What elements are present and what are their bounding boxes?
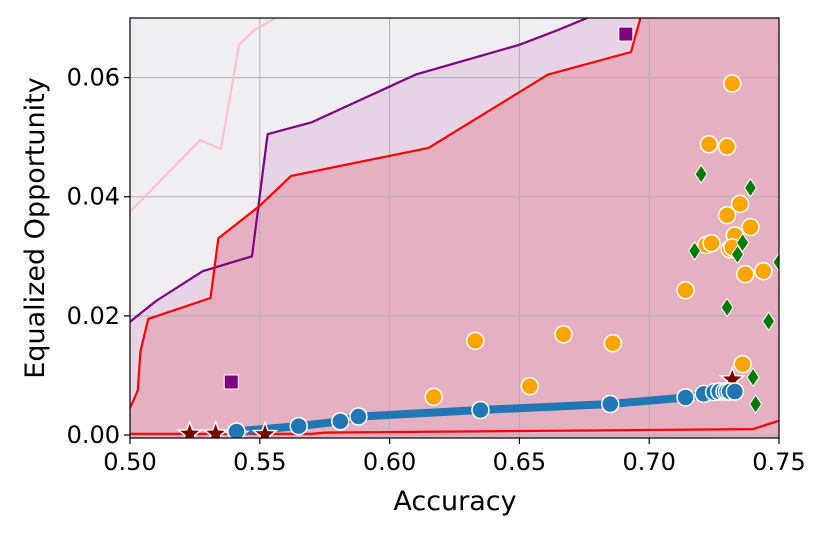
data-point-circle bbox=[733, 354, 752, 374]
x-tick-label: 0.55 bbox=[233, 448, 286, 476]
marker-layer bbox=[176, 26, 779, 438]
data-point-diamond bbox=[762, 311, 776, 332]
y-axis-label: Equalized Opportunity bbox=[20, 77, 51, 378]
data-point-circle bbox=[471, 400, 490, 420]
data-point-circle bbox=[349, 407, 368, 426]
y-axis: 0.00 0.02 0.04 0.06 bbox=[67, 64, 130, 449]
data-point-diamond bbox=[749, 394, 763, 414]
data-point-circle bbox=[289, 416, 308, 436]
data-point-diamond bbox=[772, 252, 779, 273]
region-layer bbox=[130, 18, 779, 438]
region-boundary-line bbox=[130, 18, 276, 213]
data-point-circle bbox=[741, 217, 760, 237]
data-point-circle bbox=[603, 334, 623, 353]
data-point-circle bbox=[725, 382, 745, 401]
data-point-circle bbox=[601, 394, 620, 414]
x-tick-label: 0.65 bbox=[493, 448, 546, 476]
region-edge-layer bbox=[130, 18, 642, 409]
data-point-diamond bbox=[694, 164, 708, 184]
data-point-star bbox=[176, 419, 204, 438]
region-fill bbox=[130, 18, 779, 438]
data-point-circle bbox=[554, 325, 573, 344]
data-point-circle bbox=[676, 388, 695, 407]
plot-frame bbox=[129, 17, 780, 439]
data-point-diamond bbox=[720, 297, 734, 318]
data-point-circle bbox=[331, 412, 350, 431]
x-tick-label: 0.70 bbox=[622, 448, 675, 476]
x-axis-label: Accuracy bbox=[393, 486, 516, 517]
data-point-diamond bbox=[688, 241, 702, 261]
data-point-circle bbox=[227, 422, 246, 438]
data-point-diamond bbox=[743, 177, 758, 198]
data-point-star bbox=[202, 419, 230, 438]
x-tick-label: 0.50 bbox=[103, 448, 156, 476]
region-boundary-line bbox=[130, 18, 590, 323]
y-tick-label: 0.04 bbox=[67, 183, 120, 211]
data-point-circle bbox=[424, 387, 443, 407]
data-point-circle bbox=[730, 194, 750, 214]
y-tick-label: 0.02 bbox=[67, 302, 120, 330]
data-point-circle bbox=[676, 281, 695, 300]
data-point-circle bbox=[466, 331, 485, 351]
x-axis: 0.50 0.55 0.60 0.65 0.70 0.75 bbox=[103, 438, 806, 476]
data-point-circle bbox=[699, 135, 719, 154]
data-point-diamond bbox=[746, 367, 760, 388]
data-point-circle bbox=[736, 264, 755, 284]
data-point-circle bbox=[520, 376, 540, 396]
x-tick-label: 0.60 bbox=[363, 448, 416, 476]
data-point-star bbox=[251, 420, 279, 438]
x-tick-label: 0.75 bbox=[752, 448, 805, 476]
data-point-square bbox=[618, 26, 634, 42]
data-point-diamond bbox=[736, 232, 750, 253]
data-point-circle bbox=[717, 205, 737, 225]
region-boundary-line bbox=[130, 18, 642, 409]
data-point-circle bbox=[717, 137, 737, 156]
y-tick-label: 0.06 bbox=[67, 64, 120, 92]
data-point-circle bbox=[754, 261, 773, 281]
data-point-square bbox=[223, 374, 239, 390]
y-tick-label: 0.00 bbox=[67, 421, 120, 449]
data-point-diamond bbox=[730, 244, 745, 265]
data-point-circle bbox=[723, 74, 742, 93]
data-point-circle bbox=[702, 233, 721, 253]
